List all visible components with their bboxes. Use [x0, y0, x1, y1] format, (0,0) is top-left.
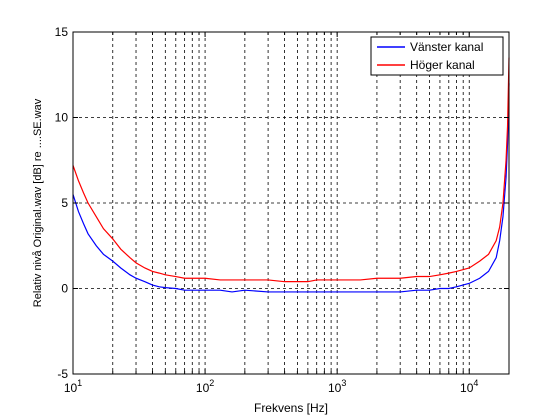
legend-label-right: Höger kanal: [410, 58, 475, 72]
y-tick-label: 5: [61, 196, 68, 210]
y-axis-label: Relativ nivå Original.wav [dB] re ....SE…: [32, 98, 44, 307]
series-group: [72, 57, 510, 293]
series-line-left-channel: [72, 83, 510, 293]
x-tick-label: 104: [460, 378, 478, 395]
legend-label-left: Vänster kanal: [410, 40, 483, 54]
y-tick-label: 0: [61, 282, 68, 296]
ticks: -5 0 5 10 15 101 102 103 104: [55, 25, 509, 395]
y-tick-label: 15: [55, 25, 69, 39]
legend: Vänster kanal Höger kanal: [370, 36, 504, 76]
x-axis-label: Frekvens [Hz]: [254, 401, 328, 415]
x-tick-label: 103: [328, 378, 346, 395]
x-tick-label: 102: [196, 378, 214, 395]
y-tick-label: 10: [55, 111, 69, 125]
legend-box: [370, 36, 504, 76]
y-tick-label: -5: [57, 367, 68, 381]
series-line-right-channel: [72, 57, 510, 283]
grid: [73, 32, 509, 374]
x-tick-label: 101: [64, 378, 82, 395]
